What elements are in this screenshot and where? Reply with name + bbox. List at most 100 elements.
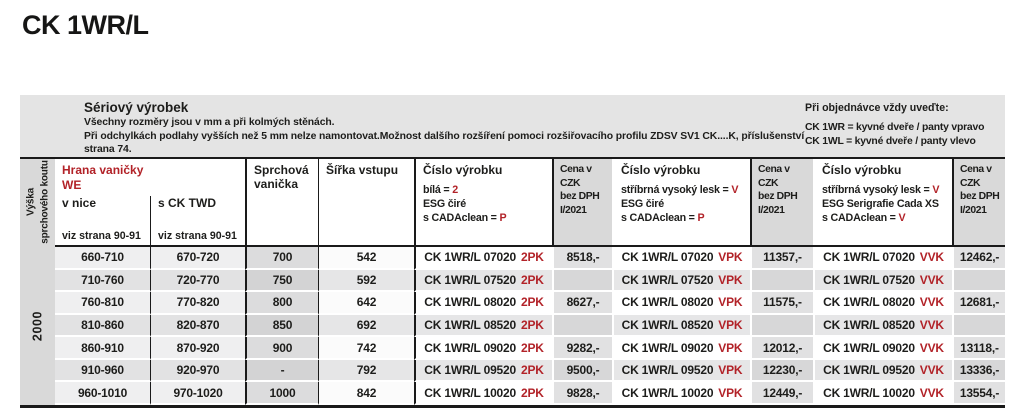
cell-ck-twd-range: 770-820 xyxy=(150,292,245,315)
product-number-title: Číslo výrobku xyxy=(621,163,701,177)
price-column-header: Cena v CZK bez DPH I/2021 xyxy=(750,159,813,245)
cell-niche-range: 960-1010 xyxy=(55,382,150,405)
cell-product-code: CK 1WR/L 07520 2PK xyxy=(414,269,552,293)
cadaclean-code: V xyxy=(898,212,906,225)
cell-product-code: CK 1WR/L 07020 VPK xyxy=(612,247,750,270)
floor-deviation-note: Při odchylkách podlahy vyšších než 5 mm … xyxy=(84,130,805,142)
price-header-line2: bez DPH xyxy=(960,191,1000,203)
product-code-variant: 2PK xyxy=(520,385,544,400)
product-code-variant: VPK xyxy=(718,272,743,287)
cadaclean-label: s CADAclean = P xyxy=(621,211,746,225)
cell-price: 12462,- xyxy=(952,247,1005,270)
product-code-variant: 2PK xyxy=(520,295,544,310)
product-code-variant: VVK xyxy=(919,363,944,378)
tray-edge-title-line2: WE xyxy=(62,178,82,192)
product-number-column-header-white: Číslo výrobku bílá = 2 ESG čiré s CADAcl… xyxy=(414,159,552,245)
page-title: CK 1WR/L xyxy=(22,10,149,40)
product-code-prefix: CK 1WR/L 07520 xyxy=(823,272,915,287)
cell-price: 9828,- xyxy=(552,382,612,405)
price-header-line3: I/2021 xyxy=(960,204,987,216)
cell-shower-tray: 900 xyxy=(245,337,318,360)
see-page-note: viz strana 90-91 xyxy=(62,230,141,242)
cadaclean-label: s CADAclean = P xyxy=(423,211,548,225)
cell-product-code: CK 1WR/L 09520 2PK xyxy=(414,359,552,383)
cell-price: 13118,- xyxy=(952,337,1005,360)
cell-entry-width: 792 xyxy=(318,359,414,383)
product-code-prefix: CK 1WR/L 08520 xyxy=(823,317,915,332)
cell-entry-width: 742 xyxy=(318,337,414,360)
profile-color-text: stříbrná vysoký lesk = xyxy=(822,184,933,196)
product-code-variant: VPK xyxy=(718,340,743,355)
profile-color-code: V xyxy=(932,184,940,196)
product-code-variant: VPK xyxy=(718,317,743,332)
product-code-variant: VPK xyxy=(718,363,743,378)
divider-black-segment xyxy=(55,245,1005,247)
niche-column-label: v nice xyxy=(62,196,97,210)
cell-ck-twd-range: 670-720 xyxy=(150,247,245,270)
cell-product-code: CK 1WR/L 07520 VPK xyxy=(612,269,750,293)
cell-niche-range: 910-960 xyxy=(55,359,150,383)
ck-twd-column-header: s CK TWD viz strana 90-91 xyxy=(150,196,245,245)
profile-color-label: stříbrná vysoký lesk = V xyxy=(822,183,948,197)
table-body: 2000 660-710 670-720 700 542 CK 1WR/L 07020 2… xyxy=(20,247,1005,405)
cell-entry-width: 542 xyxy=(318,247,414,270)
cell-price: 8627,- xyxy=(552,292,612,315)
product-code-prefix: CK 1WR/L 09520 xyxy=(621,363,714,378)
cell-price: 13336,- xyxy=(952,359,1005,383)
cell-entry-width: 842 xyxy=(318,382,414,405)
product-code-variant: 2PK xyxy=(520,250,544,265)
profile-color-label: bílá = 2 xyxy=(423,183,548,197)
cell-price: 9500,- xyxy=(552,359,612,383)
order-note-right-variant: CK 1WR = kyvné dveře / panty vpravo xyxy=(805,122,985,133)
product-code-prefix: CK 1WR/L 10020 xyxy=(424,385,516,400)
product-code-variant: 2PK xyxy=(520,317,544,332)
cell-shower-tray: 750 xyxy=(245,269,318,293)
product-code-variant: VPK xyxy=(718,250,743,265)
cell-price xyxy=(952,314,1005,338)
cell-ck-twd-range: 920-970 xyxy=(150,359,245,383)
cell-product-code: CK 1WR/L 10020 VVK xyxy=(813,382,952,405)
profile-color-text: bílá = xyxy=(423,184,453,196)
cell-product-code: CK 1WR/L 09020 2PK xyxy=(414,337,552,360)
height-column-label: Výška sprchového koutu xyxy=(24,160,51,243)
entry-width-column-header: Šířka vstupu xyxy=(318,159,414,245)
info-band-text: Sériový výrobek Všechny rozměry jsou v m… xyxy=(20,95,805,157)
cell-ck-twd-range: 870-920 xyxy=(150,337,245,360)
cell-product-code: CK 1WR/L 10020 VPK xyxy=(612,382,750,405)
cell-product-code: CK 1WR/L 08520 2PK xyxy=(414,314,552,338)
cell-price: 8518,- xyxy=(552,247,612,270)
shower-tray-column-header: Sprchová vanička xyxy=(245,159,318,245)
product-code-prefix: CK 1WR/L 08020 xyxy=(424,295,516,310)
height-label-line2: sprchového koutu xyxy=(38,160,50,244)
tray-edge-group-title: Hrana vaničky WE xyxy=(55,159,245,196)
price-header-line3: I/2021 xyxy=(560,204,587,216)
cell-price xyxy=(552,314,612,338)
cell-product-code: CK 1WR/L 08020 VVK xyxy=(813,292,952,315)
cell-price xyxy=(750,269,813,293)
product-code-prefix: CK 1WR/L 07020 xyxy=(424,250,516,265)
product-number-column-header-serigraphy: Číslo výrobku stříbrná vysoký lesk = V E… xyxy=(813,159,952,245)
product-code-variant: VPK xyxy=(718,295,743,310)
cell-price: 11357,- xyxy=(750,247,813,270)
product-code-prefix: CK 1WR/L 07020 xyxy=(823,250,915,265)
product-code-prefix: CK 1WR/L 08020 xyxy=(621,295,714,310)
product-code-prefix: CK 1WR/L 07520 xyxy=(424,272,516,287)
product-number-title: Číslo výrobku xyxy=(822,163,902,177)
price-header-line1: Cena v CZK xyxy=(960,164,992,189)
product-code-variant: VVK xyxy=(919,385,944,400)
product-code-prefix: CK 1WR/L 10020 xyxy=(823,385,915,400)
product-code-variant: 2PK xyxy=(520,363,544,378)
cell-entry-width: 692 xyxy=(318,314,414,338)
see-page-note: viz strana 90-91 xyxy=(158,230,237,242)
cell-entry-width: 592 xyxy=(318,269,414,293)
cell-product-code: CK 1WR/L 07020 2PK xyxy=(414,247,552,270)
cell-price xyxy=(750,314,813,338)
tray-edge-subcolumns: v nice viz strana 90-91 s CK TWD viz str… xyxy=(55,196,245,245)
cell-product-code: CK 1WR/L 07020 VVK xyxy=(813,247,952,270)
price-column-header: Cena v CZK bez DPH I/2021 xyxy=(952,159,1005,245)
divider xyxy=(20,157,1005,159)
order-note-left-variant: CK 1WL = kyvné dveře / panty vlevo xyxy=(805,136,976,148)
price-header-line2: bez DPH xyxy=(560,191,600,203)
product-code-prefix: CK 1WR/L 09020 xyxy=(424,340,516,355)
